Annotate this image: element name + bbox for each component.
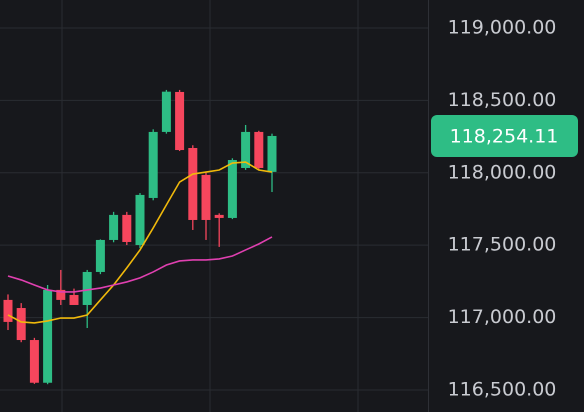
candle-body [161, 91, 171, 132]
y-tick-label: 117,000.00 [448, 306, 557, 328]
y-tick-label: 118,500.00 [448, 89, 557, 111]
y-tick-label: 119,000.00 [448, 16, 557, 38]
candle-body [43, 289, 53, 383]
current-price-label: 118,254.11 [450, 125, 559, 147]
moving-average-line [7, 236, 273, 293]
candle-body [69, 294, 79, 305]
candle-body [241, 131, 251, 168]
candle-body [29, 340, 39, 383]
candle-body [254, 131, 264, 168]
candle-body [122, 214, 132, 242]
y-tick-label: 116,500.00 [448, 378, 557, 400]
candle-body [135, 194, 145, 246]
candle-body [16, 308, 26, 341]
candle-body [56, 289, 66, 300]
candle-body [267, 135, 277, 172]
candle-body [95, 239, 105, 272]
candle-body [3, 299, 13, 322]
candle-body [188, 148, 198, 220]
candle-body [109, 214, 119, 240]
candle-body [214, 214, 224, 218]
moving-average-line [7, 161, 273, 324]
y-tick-label: 118,000.00 [448, 161, 557, 183]
candle-body [175, 91, 185, 151]
current-price-tag [431, 114, 578, 157]
candle-body [227, 160, 237, 218]
candle-body [148, 131, 158, 198]
y-tick-label: 117,500.00 [448, 234, 557, 256]
candle-body [201, 174, 211, 220]
candle-body [82, 271, 92, 305]
